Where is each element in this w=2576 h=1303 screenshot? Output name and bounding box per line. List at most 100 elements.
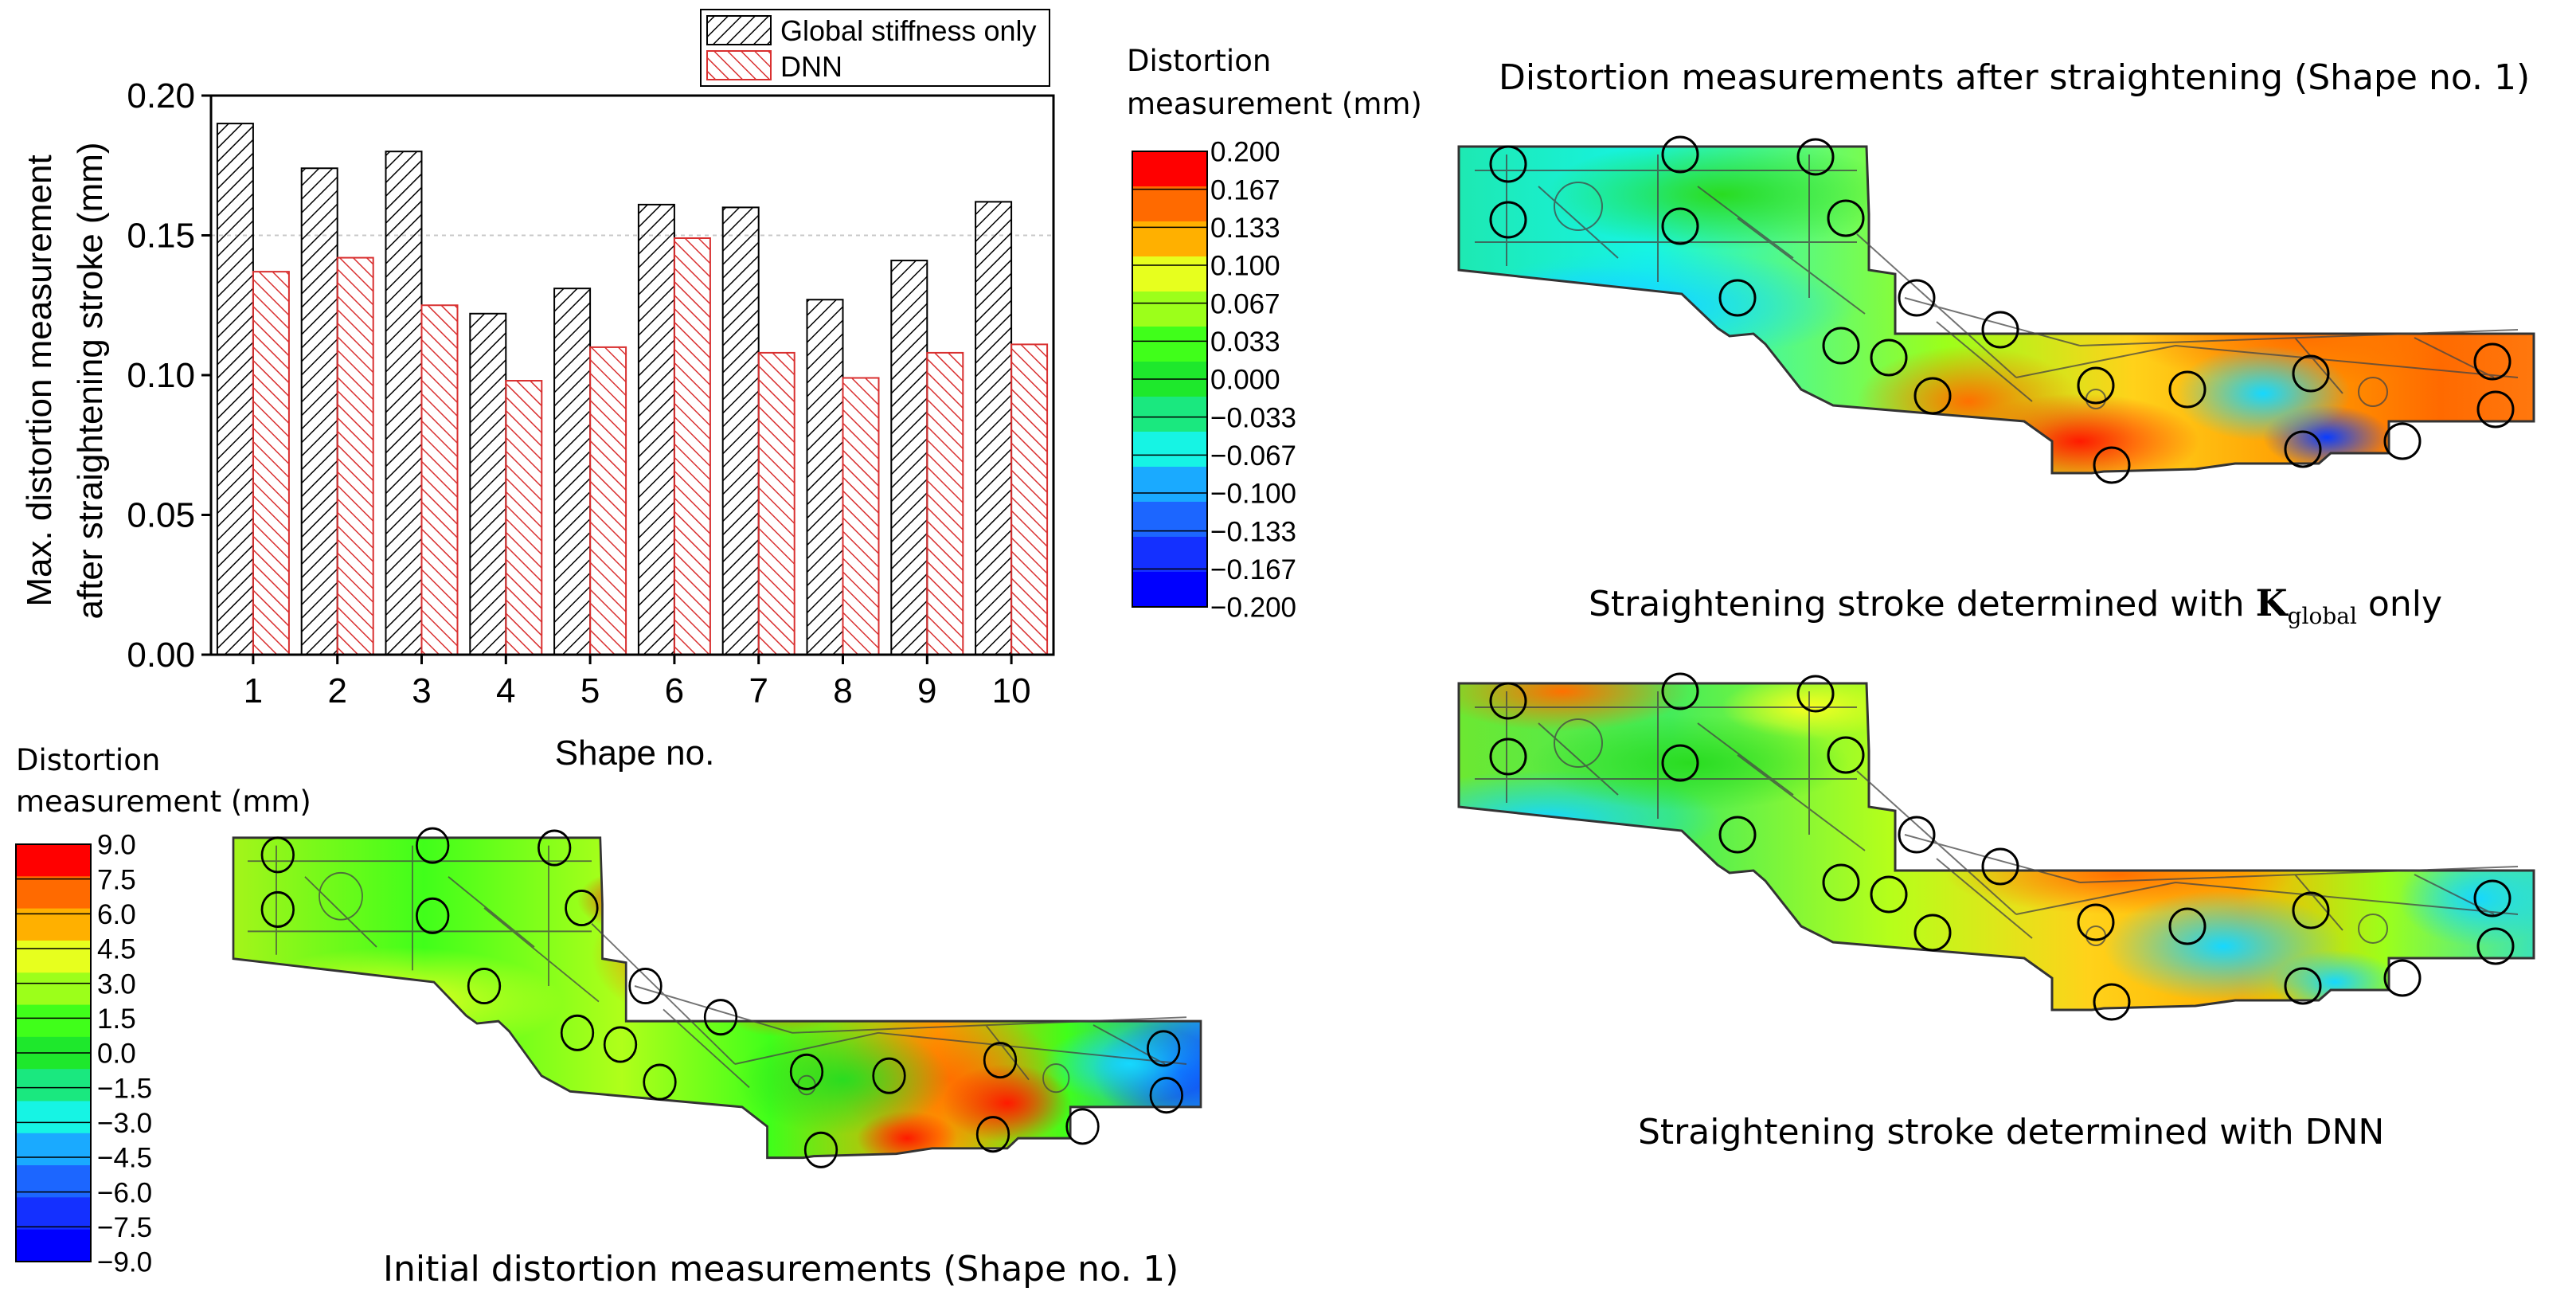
measurement-point-marker bbox=[1661, 672, 1699, 710]
measurement-point-marker bbox=[2168, 907, 2207, 945]
x-axis: 1 2 3 4 5 6 7 8 9 10 bbox=[244, 655, 1031, 710]
measurement-point-marker bbox=[2093, 983, 2131, 1021]
initial-caption: Initial distortion measurements (Shape n… bbox=[383, 1249, 1179, 1289]
bar-dnn-3 bbox=[420, 304, 459, 655]
colorbar-large-swatch bbox=[16, 1165, 91, 1198]
colorbar-small-label: −0.100 bbox=[1210, 479, 1296, 510]
measurement-point-marker bbox=[1661, 135, 1699, 174]
colorbar-small-label: 0.067 bbox=[1210, 288, 1280, 319]
measurement-point-marker bbox=[643, 1063, 677, 1101]
x-tick-label: 4 bbox=[496, 671, 515, 710]
colorbar-large-label: −4.5 bbox=[97, 1143, 152, 1174]
colorbar-small-title-line2: measurement (mm) bbox=[1127, 87, 1422, 121]
measurement-point-marker bbox=[1870, 338, 1908, 377]
measurement-point-marker bbox=[2383, 959, 2422, 997]
colorbar-small-swatch bbox=[1132, 397, 1207, 432]
measurement-point-marker bbox=[1827, 199, 1865, 237]
measurement-point-marker bbox=[2284, 430, 2322, 468]
bar-dnn-9 bbox=[926, 351, 964, 655]
contour-plot-dnn bbox=[1457, 672, 2535, 1021]
colorbar-small-label: −0.200 bbox=[1210, 593, 1296, 624]
y-tick-label: 0.10 bbox=[127, 356, 195, 395]
measurement-point-marker bbox=[1870, 875, 1908, 914]
bar-global-stiffness-5 bbox=[553, 288, 592, 655]
legend-swatch-global-stiffness bbox=[706, 15, 772, 45]
colorbar-large-swatch bbox=[16, 1229, 91, 1262]
x-tick-label: 10 bbox=[992, 671, 1031, 710]
measurement-point-marker bbox=[1065, 1108, 1100, 1145]
measurement-point-marker bbox=[1898, 816, 1936, 854]
colorbar-small-label: −0.133 bbox=[1210, 516, 1296, 547]
colorbar-small-swatch bbox=[1132, 467, 1207, 503]
measurement-point-marker bbox=[2476, 390, 2515, 428]
bar-global-stiffness-7 bbox=[721, 206, 760, 655]
y-axis-label-line2: after straightening stroke (mm) bbox=[71, 142, 110, 619]
bar-global-stiffness-8 bbox=[806, 299, 844, 655]
colorbar-large-swatch bbox=[16, 1101, 91, 1134]
x-tick-label: 8 bbox=[833, 671, 852, 710]
colorbar-small-label: 0.167 bbox=[1210, 174, 1280, 205]
dnn-caption: Straightening stroke determined with DNN bbox=[1638, 1112, 2385, 1152]
x-tick-label: 7 bbox=[749, 671, 768, 710]
bar-global-stiffness-9 bbox=[890, 260, 928, 655]
series-dnn bbox=[252, 237, 1049, 655]
measurement-point-marker bbox=[1898, 279, 1936, 317]
colorbar-small-swatch bbox=[1132, 432, 1207, 468]
colorbar-small-swatch bbox=[1132, 151, 1207, 187]
measurement-point-marker bbox=[260, 890, 295, 928]
colorbar-small-swatch bbox=[1132, 572, 1207, 608]
bar-global-stiffness-1 bbox=[216, 123, 254, 656]
colorbar-small-swatch bbox=[1132, 186, 1207, 222]
colorbar-small-label: −0.167 bbox=[1210, 554, 1296, 585]
measurement-point-marker bbox=[2077, 366, 2115, 405]
measurement-point-marker bbox=[1981, 311, 2019, 349]
x-axis-label: Shape no. bbox=[555, 734, 715, 773]
measurement-point-marker bbox=[2093, 446, 2131, 484]
colorbar-large-title-line1: Distortion bbox=[16, 743, 161, 777]
measurement-point-marker bbox=[1149, 1077, 1183, 1114]
measurement-point-marker bbox=[2473, 879, 2512, 918]
measurement-point-marker bbox=[2077, 903, 2115, 941]
measurement-point-marker bbox=[603, 1026, 638, 1063]
legend-label-global-stiffness: Global stiffness only bbox=[780, 14, 1037, 47]
colorbar-large-title-line2: measurement (mm) bbox=[16, 785, 311, 819]
measurement-point-marker bbox=[872, 1057, 906, 1094]
x-tick-label: 6 bbox=[665, 671, 684, 710]
colorbar-large-swatch bbox=[16, 876, 91, 910]
colorbar-large-label: −6.0 bbox=[97, 1177, 152, 1208]
bar-dnn-8 bbox=[842, 377, 880, 655]
y-tick-label: 0.15 bbox=[127, 217, 195, 256]
colorbar-large: 9.07.5 6.0 4.53.0 1.5 0.0−1.5 −3.0 −4.5−6.0 −7.… bbox=[15, 830, 152, 1278]
colorbar-small-swatch bbox=[1132, 537, 1207, 573]
colorbar-large-label: 9.0 bbox=[97, 830, 136, 861]
colorbar-small-swatch bbox=[1132, 292, 1207, 327]
y-axis-label-line1: Max. distortion measurement bbox=[20, 155, 59, 606]
bar-global-stiffness-3 bbox=[385, 151, 423, 655]
bar-global-stiffness-4 bbox=[469, 312, 507, 655]
colorbar-large-label: −7.5 bbox=[97, 1212, 152, 1243]
measurement-point-marker bbox=[1661, 207, 1699, 245]
measurement-point-marker bbox=[1822, 863, 1860, 902]
measurement-point-marker bbox=[1489, 738, 1527, 776]
colorbar-large-label: 3.0 bbox=[97, 968, 136, 1000]
colorbar-small: 0.200 0.167 0.133 0.100 0.067 0.033 0.000 −0.03… bbox=[1132, 137, 1296, 624]
bar-dnn-10 bbox=[1010, 343, 1049, 655]
colorbar-small-label: 0.033 bbox=[1210, 327, 1280, 358]
bar-dnn-7 bbox=[757, 351, 795, 655]
colorbar-large-label: 4.5 bbox=[97, 934, 136, 965]
kglobal-caption-suffix: only bbox=[2356, 584, 2442, 624]
colorbar-small-swatch bbox=[1132, 327, 1207, 362]
legend-swatch-dnn bbox=[706, 50, 772, 80]
measurement-point-marker bbox=[803, 1131, 838, 1168]
y-axis: 0.00 0.05 0.10 0.15 0.20 bbox=[127, 76, 211, 675]
measurement-point-marker bbox=[975, 1116, 1010, 1153]
colorbar-large-label: 6.0 bbox=[97, 899, 136, 930]
measurement-point-marker bbox=[416, 827, 450, 864]
measurement-point-marker bbox=[703, 999, 738, 1036]
measurement-point-marker bbox=[560, 1014, 595, 1051]
kglobal-symbol: K bbox=[2255, 581, 2288, 624]
colorbar-large-swatch bbox=[16, 972, 91, 1006]
colorbar-large-label: 0.0 bbox=[97, 1039, 136, 1070]
colorbar-large-label: −1.5 bbox=[97, 1073, 152, 1104]
